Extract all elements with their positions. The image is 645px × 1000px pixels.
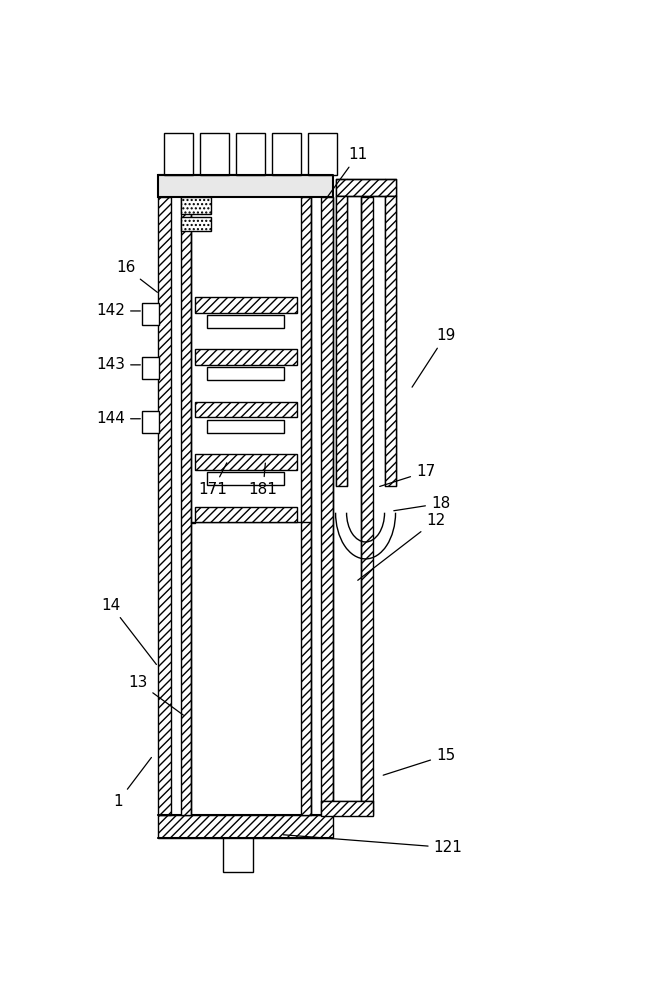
Text: 171: 171 — [199, 463, 228, 497]
Text: 181: 181 — [248, 463, 277, 497]
Bar — [158, 175, 333, 197]
Bar — [335, 179, 395, 196]
Text: 18: 18 — [394, 496, 450, 511]
Bar — [142, 411, 159, 433]
Bar — [361, 197, 373, 815]
Bar — [195, 454, 297, 470]
Bar — [181, 217, 210, 231]
Bar — [195, 507, 297, 522]
Bar — [181, 197, 191, 815]
Text: 1: 1 — [114, 757, 152, 809]
Bar — [321, 801, 373, 816]
Text: 142: 142 — [96, 303, 141, 318]
Bar — [158, 197, 170, 815]
Text: 13: 13 — [128, 675, 183, 715]
Bar — [335, 196, 346, 486]
Bar — [207, 367, 284, 380]
Bar — [207, 472, 284, 485]
Bar — [195, 402, 297, 417]
Text: 144: 144 — [96, 411, 141, 426]
Text: 19: 19 — [412, 328, 455, 387]
Text: 15: 15 — [383, 748, 455, 775]
Bar — [223, 838, 253, 872]
Text: 143: 143 — [96, 357, 141, 372]
Bar — [207, 315, 284, 328]
Bar — [236, 133, 265, 175]
Bar — [301, 197, 311, 815]
Bar — [164, 133, 193, 175]
Text: 17: 17 — [380, 464, 435, 486]
Bar — [207, 420, 284, 433]
Bar — [195, 297, 297, 312]
Text: 16: 16 — [116, 260, 157, 292]
Bar — [195, 349, 297, 365]
Bar — [272, 133, 301, 175]
Text: 14: 14 — [101, 598, 156, 665]
Text: 121: 121 — [283, 835, 462, 855]
Text: 11: 11 — [326, 147, 368, 199]
Bar — [201, 133, 229, 175]
Bar — [384, 196, 395, 486]
Bar — [142, 357, 159, 379]
Bar — [181, 197, 210, 214]
Bar — [321, 197, 333, 815]
Bar — [308, 133, 337, 175]
Text: 12: 12 — [358, 513, 445, 580]
Bar — [158, 815, 333, 838]
Bar — [142, 303, 159, 325]
